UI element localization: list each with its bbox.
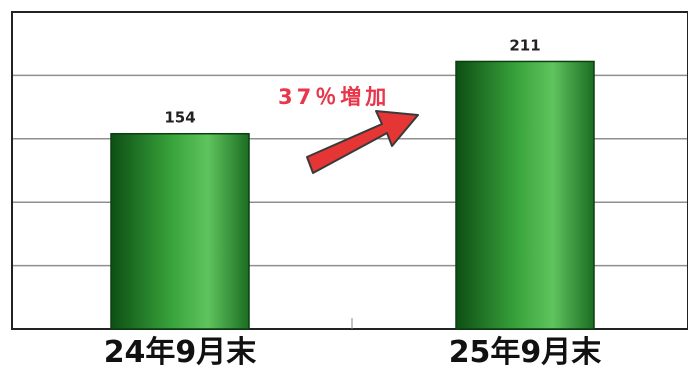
value-label-2: 211 <box>509 36 540 54</box>
category-labels-group: 24年9月末 25年9月末 <box>104 335 602 370</box>
bar-2 <box>455 60 595 330</box>
bar-1 <box>110 132 250 330</box>
increase-arrow-icon <box>306 110 419 174</box>
value-label-1: 154 <box>164 109 195 127</box>
bars-group <box>110 60 595 330</box>
annotation-label: 37％増加 <box>278 85 390 109</box>
plot-frame <box>11 11 688 330</box>
value-labels-group: 154 211 <box>164 36 540 126</box>
category-label-1: 24年9月末 <box>104 335 257 370</box>
category-label-2: 25年9月末 <box>449 335 602 370</box>
